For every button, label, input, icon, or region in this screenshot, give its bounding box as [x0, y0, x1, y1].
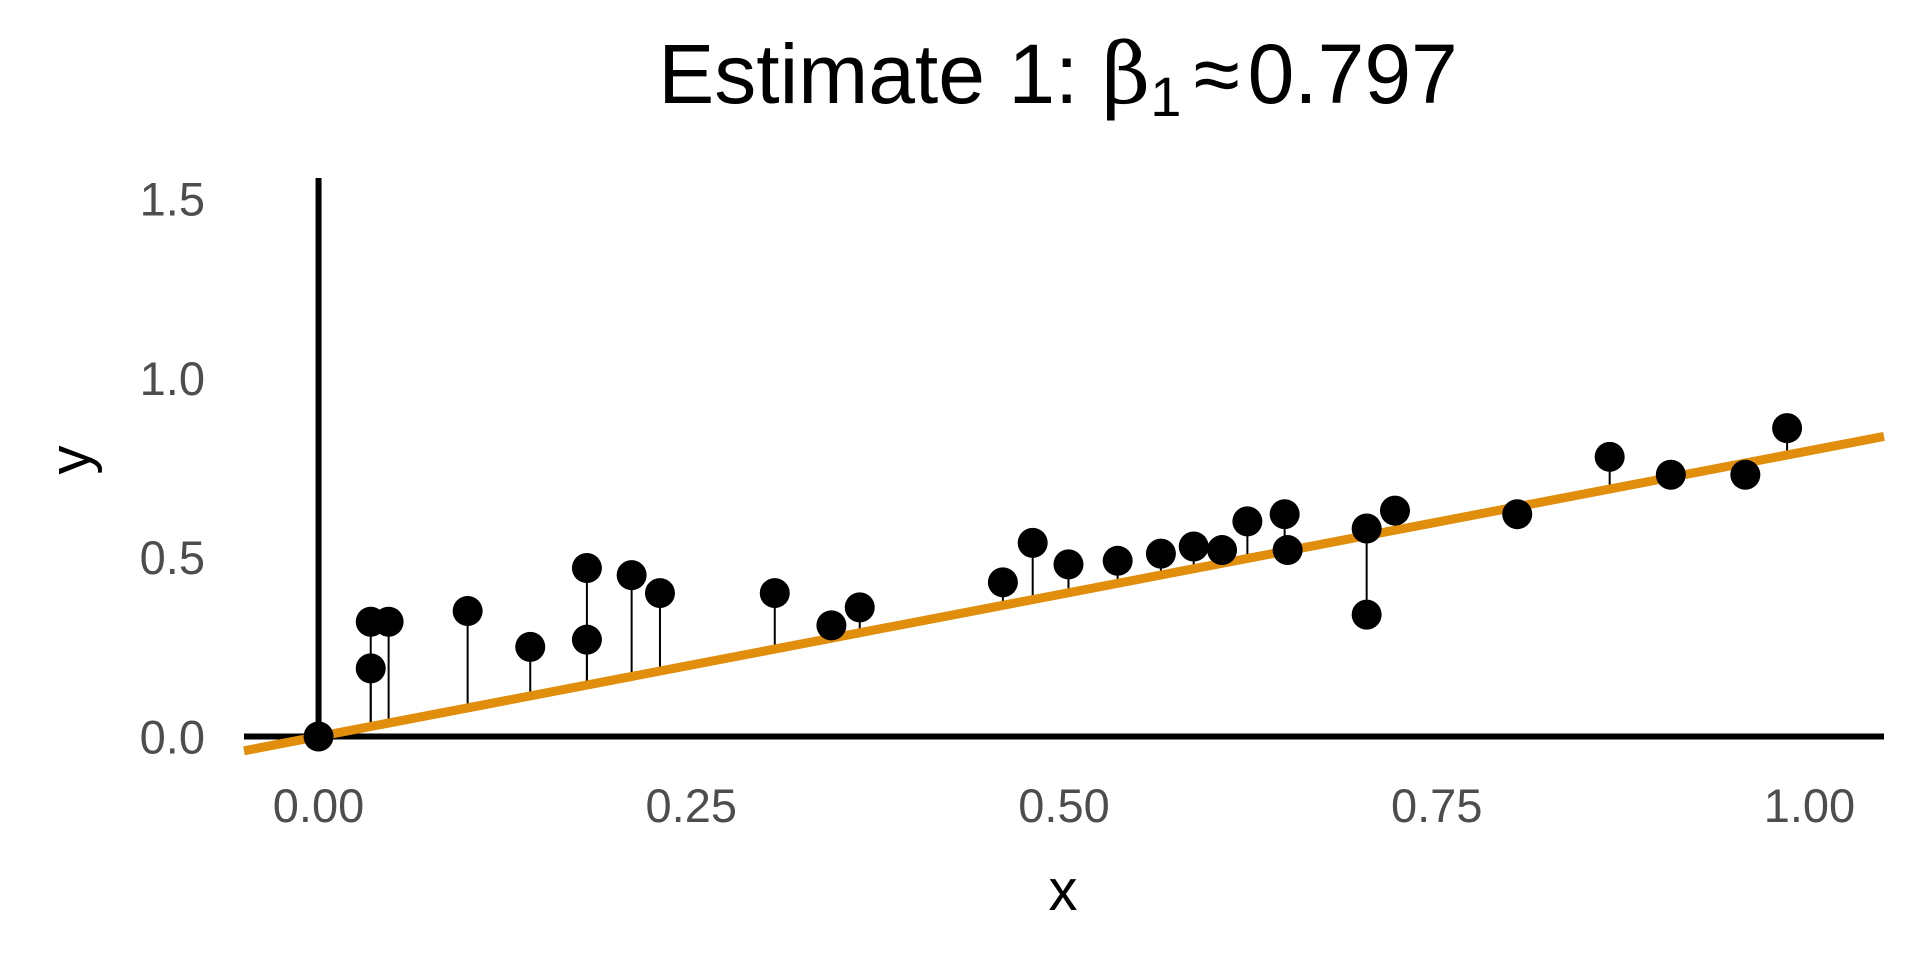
y-axis-title: y	[38, 446, 103, 475]
x-tick-label: 0.75	[1391, 779, 1482, 832]
data-point	[515, 631, 546, 662]
axes	[244, 178, 1884, 748]
data-point	[987, 567, 1018, 598]
data-point	[844, 592, 875, 623]
data-point	[1207, 535, 1238, 566]
data-points	[303, 413, 1803, 752]
data-point	[571, 624, 602, 655]
data-point	[452, 596, 483, 626]
data-point	[1269, 499, 1300, 530]
data-point	[1102, 545, 1133, 576]
data-point	[1178, 531, 1209, 562]
data-point	[816, 610, 847, 641]
title-approx: ≈	[1193, 27, 1239, 121]
data-point	[616, 560, 647, 591]
x-tick-label: 0.00	[273, 779, 364, 832]
x-tick-label: 0.25	[646, 779, 737, 832]
data-point	[571, 552, 602, 583]
data-point	[759, 578, 790, 609]
title-subscript: 1	[1150, 65, 1181, 128]
x-tick-labels: 0.00 0.25 0.50 0.75 1.00	[273, 779, 1855, 832]
data-point	[1232, 506, 1263, 537]
data-point	[1772, 413, 1803, 444]
title-symbol: β	[1102, 25, 1151, 123]
x-tick-label: 1.00	[1764, 779, 1855, 832]
data-point	[1594, 441, 1625, 472]
data-point	[1272, 535, 1303, 566]
y-tick-labels: 0.0 0.5 1.0 1.5	[140, 173, 205, 764]
data-point	[1351, 599, 1382, 630]
data-point	[1053, 549, 1084, 580]
data-point	[373, 606, 404, 637]
chart-title: Estimate 1: β1 ≈0.797	[658, 25, 1458, 128]
data-point	[1730, 459, 1761, 490]
data-point	[1351, 513, 1382, 544]
data-point	[1502, 499, 1533, 530]
data-point	[1655, 459, 1686, 490]
data-point	[303, 721, 334, 752]
title-prefix: Estimate 1:	[658, 27, 1102, 121]
y-tick-label: 0.5	[140, 531, 205, 584]
fit-line-layer	[243, 432, 1885, 756]
data-point	[1379, 495, 1410, 526]
y-tick-label: 1.5	[140, 173, 205, 226]
x-tick-label: 0.50	[1018, 779, 1109, 832]
title-value: 0.797	[1248, 27, 1458, 121]
data-point	[1145, 538, 1176, 569]
data-point	[355, 653, 386, 684]
x-axis-title: x	[1049, 858, 1078, 923]
y-tick-label: 0.0	[140, 710, 205, 763]
data-point	[1017, 527, 1048, 558]
fit-line	[243, 432, 1885, 756]
data-point	[644, 578, 675, 609]
y-tick-label: 1.0	[140, 352, 205, 405]
